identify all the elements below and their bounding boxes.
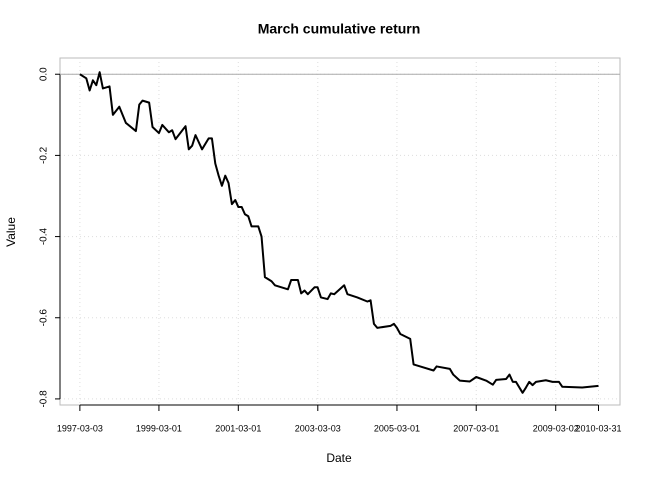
y-tick-label: -0.2 <box>39 146 50 164</box>
line <box>79 71 599 394</box>
y-axis-label: Value <box>4 217 18 247</box>
x-tick-label: 2010-03-31 <box>575 423 621 433</box>
x-tick-label: 1997-03-03 <box>57 423 103 433</box>
x-tick-label: 2007-03-01 <box>453 423 499 433</box>
chart-title: March cumulative return <box>258 21 421 37</box>
y-tick-label: 0.0 <box>39 67 50 81</box>
y-tick-label: -0.4 <box>39 228 50 246</box>
x-tick-label: 2009-03-02 <box>533 423 579 433</box>
x-tick-label: 2001-03-01 <box>215 423 261 433</box>
plot-frame <box>59 57 621 406</box>
x-tick-label: 2003-03-03 <box>295 423 341 433</box>
x-axis-label: Date <box>326 451 352 465</box>
y-tick-label: -0.6 <box>39 309 50 327</box>
y-tick-label: -0.8 <box>39 390 50 408</box>
x-tick-label: 2005-03-01 <box>374 423 420 433</box>
x-tick-label: 1999-03-01 <box>136 423 182 433</box>
